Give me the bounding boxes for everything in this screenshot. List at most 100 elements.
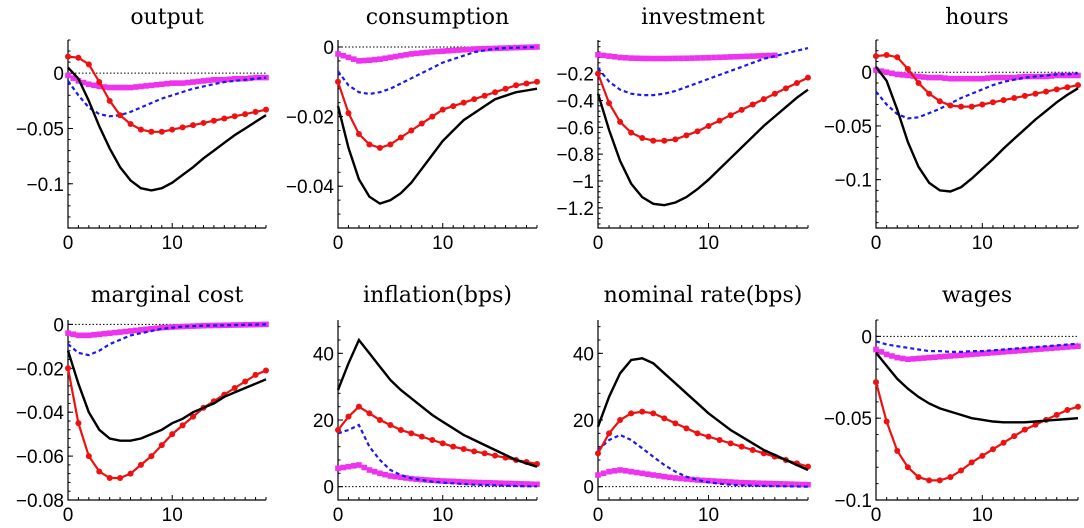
data-point xyxy=(600,470,607,477)
data-point xyxy=(1032,90,1039,97)
data-point xyxy=(466,46,472,53)
data-point xyxy=(523,80,530,87)
data-point xyxy=(252,74,259,81)
series-line xyxy=(67,323,267,357)
x-tick-label: 10 xyxy=(162,233,183,254)
data-point xyxy=(408,127,415,134)
x-tick-label: 0 xyxy=(333,233,344,254)
data-point xyxy=(1021,426,1028,433)
y-tick-label: 20 xyxy=(573,411,594,432)
data-point xyxy=(226,76,233,83)
series-red-dots xyxy=(335,78,540,151)
y-tick-label: −0.4 xyxy=(556,91,594,112)
y-tick-label: −0.05 xyxy=(824,117,872,138)
data-point xyxy=(382,471,388,478)
data-point xyxy=(518,44,525,51)
series-black-solid xyxy=(336,87,538,205)
data-point xyxy=(237,322,243,328)
y-tick-label: −0.05 xyxy=(16,119,64,140)
data-point xyxy=(760,480,767,487)
data-point xyxy=(86,81,92,88)
y-tick-label: 40 xyxy=(313,344,334,365)
data-point xyxy=(722,54,728,60)
data-point xyxy=(984,350,991,356)
data-point xyxy=(492,452,499,459)
data-point xyxy=(628,55,634,61)
panel-title: investment xyxy=(641,5,765,30)
data-point xyxy=(878,349,885,355)
data-point xyxy=(340,52,347,59)
data-point xyxy=(794,481,800,488)
data-point xyxy=(497,480,504,486)
data-point xyxy=(689,476,695,483)
data-point xyxy=(1043,88,1050,95)
data-point xyxy=(926,354,932,361)
series-magenta-squares xyxy=(595,467,811,488)
data-point xyxy=(195,323,202,329)
series-line xyxy=(336,80,538,150)
data-point xyxy=(650,55,657,62)
data-point xyxy=(403,475,409,481)
data-point xyxy=(650,410,657,417)
panel-5: marginal cost 0 10 −0.08 −0.06 −0.04 −0.02 0 xyxy=(16,283,269,526)
y-tick-label: 0 xyxy=(861,63,872,84)
series-blue-dashed xyxy=(67,323,267,357)
data-point xyxy=(429,437,436,443)
data-point xyxy=(733,479,739,486)
x-tick-label: 10 xyxy=(972,233,993,254)
data-point xyxy=(989,446,996,453)
data-point xyxy=(650,472,657,478)
data-point xyxy=(1000,439,1007,446)
data-point xyxy=(481,45,488,52)
series-blue-dashed xyxy=(597,47,809,97)
data-point xyxy=(716,478,723,485)
data-point xyxy=(727,112,734,119)
data-point xyxy=(174,324,181,330)
data-point xyxy=(257,321,264,328)
data-point xyxy=(1022,73,1028,80)
series-line xyxy=(596,357,809,472)
data-point xyxy=(122,84,129,91)
y-tick-label: −0.2 xyxy=(556,65,594,86)
data-point xyxy=(460,479,467,485)
series-blue-dashed xyxy=(337,45,538,96)
data-point xyxy=(371,468,378,475)
data-point xyxy=(356,58,362,64)
data-point xyxy=(921,74,927,80)
data-point xyxy=(915,474,922,481)
y-tick-label: −0.6 xyxy=(556,118,594,139)
data-point xyxy=(335,51,341,57)
data-point xyxy=(873,67,879,73)
data-point xyxy=(705,122,712,129)
y-tick-label: −0.1 xyxy=(26,175,64,196)
data-point xyxy=(366,141,373,148)
series-magenta-squares xyxy=(873,343,1081,363)
data-point xyxy=(755,480,762,486)
data-point xyxy=(492,480,498,486)
data-point xyxy=(117,112,124,119)
data-point xyxy=(408,51,415,57)
data-point xyxy=(127,121,134,128)
panel-title: wages xyxy=(942,283,1012,308)
data-point xyxy=(413,50,420,57)
data-point xyxy=(434,48,441,55)
data-point xyxy=(633,55,640,62)
data-point xyxy=(1064,344,1071,350)
data-point xyxy=(132,84,139,90)
y-tick-label: −0.04 xyxy=(286,177,335,198)
series-black-solid xyxy=(875,66,1079,193)
data-point xyxy=(1032,421,1039,428)
series-line xyxy=(597,47,809,97)
data-point xyxy=(471,96,478,103)
data-point xyxy=(995,349,1002,356)
data-point xyxy=(905,356,911,363)
data-point xyxy=(683,55,690,62)
data-point xyxy=(672,136,679,143)
data-point xyxy=(716,437,723,443)
data-point xyxy=(904,464,911,471)
data-point xyxy=(376,417,383,423)
data-point xyxy=(502,85,509,92)
data-point xyxy=(974,75,980,82)
data-point xyxy=(200,322,207,329)
data-point xyxy=(65,365,71,372)
